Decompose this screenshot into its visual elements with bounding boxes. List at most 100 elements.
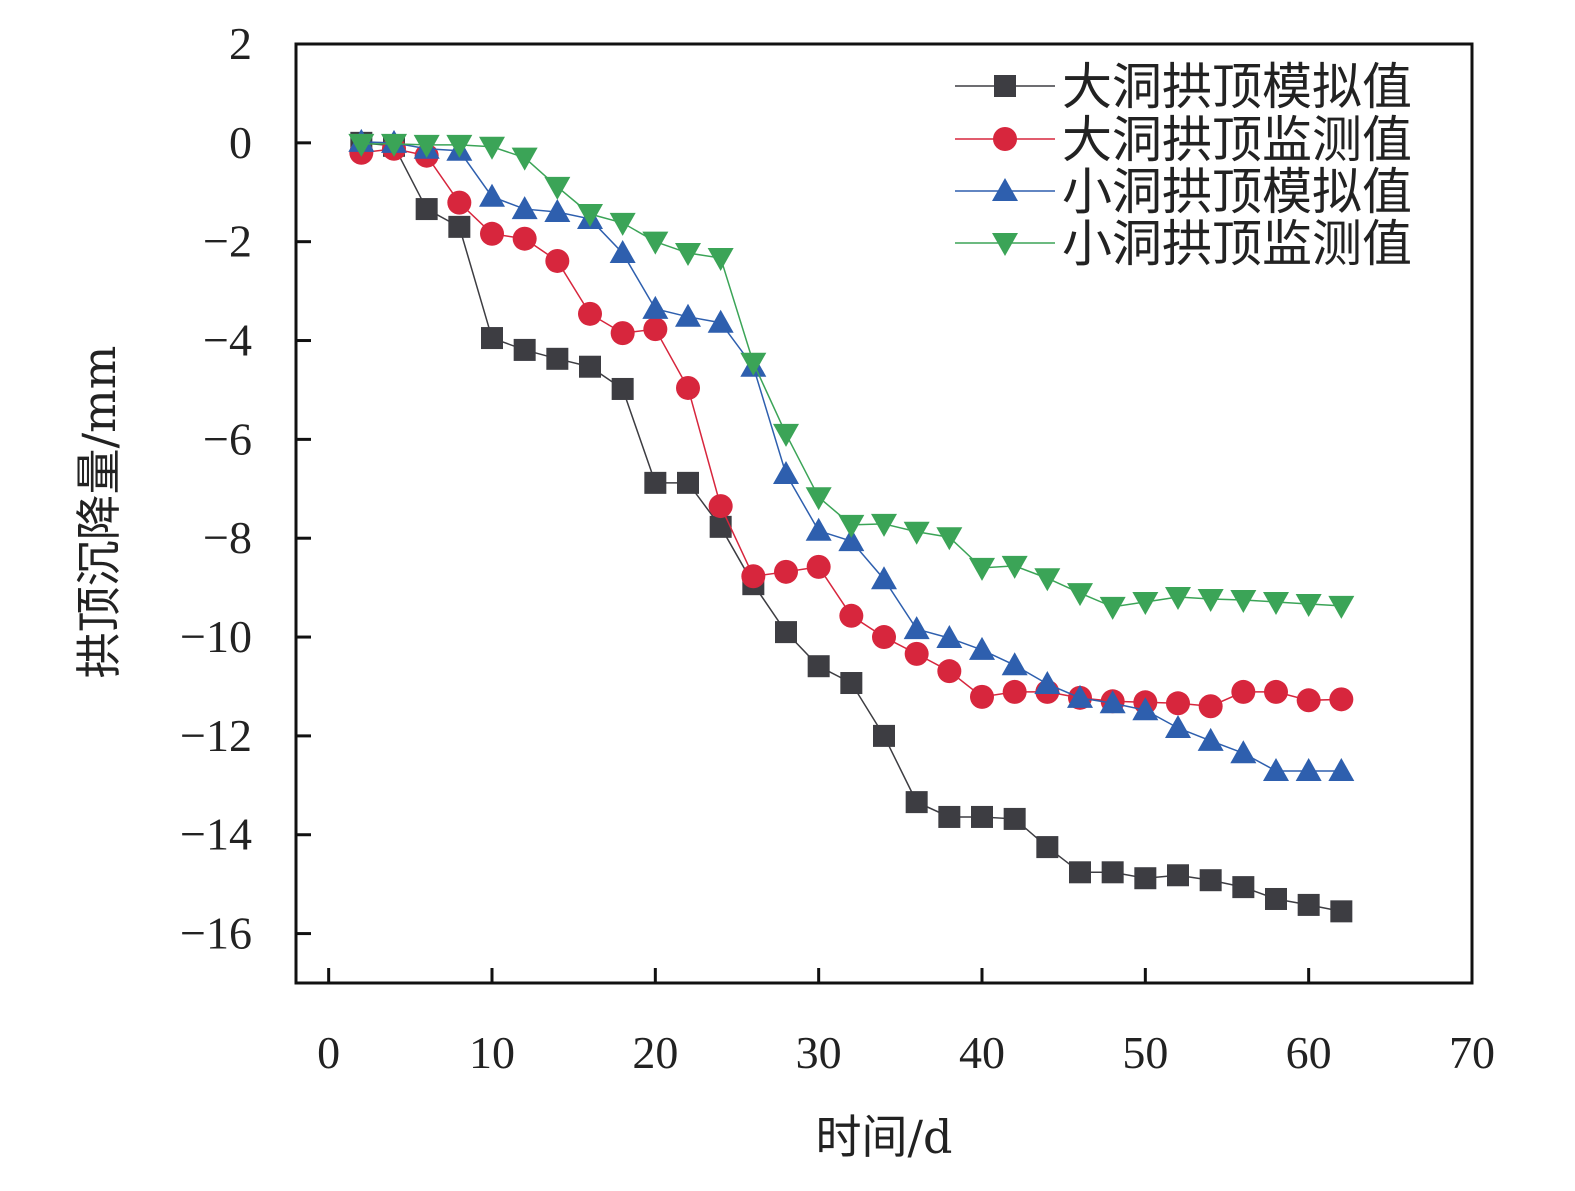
- data-point: [1230, 740, 1257, 764]
- data-point: [381, 133, 407, 157]
- y-tick-label: −10: [180, 611, 252, 662]
- series-2: [348, 128, 1355, 781]
- data-point: [675, 243, 701, 267]
- legend-item: 大洞拱顶监测值: [955, 111, 1412, 169]
- data-point: [905, 791, 928, 814]
- data-point: [1003, 807, 1026, 830]
- x-tick-label: 50: [1122, 1027, 1168, 1078]
- data-point: [1295, 593, 1322, 617]
- data-point: [1067, 583, 1093, 607]
- data-point: [839, 603, 864, 628]
- data-point: [1328, 757, 1355, 781]
- data-point: [1069, 861, 1091, 884]
- data-point: [480, 221, 504, 246]
- x-tick-label: 0: [317, 1027, 340, 1078]
- data-point: [1231, 679, 1256, 704]
- y-tick-label: −6: [203, 413, 252, 464]
- data-point: [611, 377, 634, 400]
- data-point: [413, 134, 440, 158]
- data-point: [775, 621, 797, 644]
- data-point: [1297, 893, 1320, 916]
- data-point: [807, 655, 830, 678]
- legend-item: 小洞拱顶模拟值: [955, 163, 1412, 221]
- y-tick-label: 2: [229, 18, 252, 69]
- data-point: [1328, 595, 1355, 619]
- data-point: [644, 471, 667, 494]
- legend-label: 小洞拱顶模拟值: [1062, 163, 1412, 221]
- legend-label: 小洞拱顶监测值: [1062, 215, 1412, 273]
- x-tick-label: 20: [632, 1027, 678, 1078]
- data-point: [1034, 671, 1061, 695]
- y-tick-label: −4: [203, 315, 252, 366]
- data-point: [838, 514, 865, 538]
- data-point: [577, 204, 603, 228]
- data-point: [610, 321, 635, 346]
- data-point: [871, 513, 897, 537]
- data-point: [969, 557, 995, 581]
- data-point: [479, 136, 505, 160]
- legend-marker: [992, 178, 1018, 201]
- data-point: [1099, 596, 1126, 620]
- data-point: [1067, 684, 1093, 708]
- data-point: [971, 805, 993, 828]
- data-point: [446, 134, 473, 158]
- plot-frame: [294, 42, 1474, 985]
- legend-marker: [994, 75, 1016, 97]
- legend-label: 大洞拱顶监测值: [1062, 111, 1412, 169]
- data-point: [938, 805, 961, 828]
- data-point: [936, 527, 963, 551]
- data-point: [579, 355, 601, 378]
- data-point: [675, 303, 701, 327]
- data-point: [512, 226, 537, 251]
- x-axis-title: 时间/d: [816, 1110, 953, 1164]
- data-point: [1099, 690, 1126, 714]
- data-point: [904, 641, 929, 666]
- data-point: [1002, 679, 1027, 704]
- data-point: [448, 215, 471, 238]
- data-point: [643, 317, 668, 342]
- data-point: [348, 133, 375, 157]
- data-point: [740, 352, 767, 376]
- data-point: [937, 659, 962, 684]
- data-point: [1263, 591, 1289, 615]
- data-point: [545, 248, 570, 273]
- x-tick-label: 30: [796, 1027, 842, 1078]
- x-tick-label: 40: [959, 1027, 1005, 1078]
- data-point: [903, 521, 930, 545]
- data-point: [1232, 876, 1255, 899]
- data-point: [707, 247, 734, 271]
- data-point: [447, 190, 472, 215]
- data-point: [1330, 900, 1353, 923]
- x-tick-label: 10: [469, 1027, 515, 1078]
- y-tick-label: −8: [203, 512, 252, 563]
- data-point: [415, 198, 438, 221]
- data-point: [609, 212, 636, 236]
- data-point: [1132, 591, 1159, 615]
- data-point: [773, 423, 799, 447]
- data-point: [805, 517, 832, 541]
- data-point: [676, 375, 700, 400]
- data-point: [1001, 555, 1028, 579]
- data-point: [741, 564, 766, 589]
- data-point: [1230, 589, 1257, 613]
- legend-item: 小洞拱顶监测值: [955, 215, 1412, 273]
- data-point: [773, 460, 799, 484]
- data-point: [1036, 836, 1059, 859]
- data-point: [544, 176, 571, 200]
- legend-marker: [992, 233, 1018, 256]
- data-point: [642, 231, 669, 255]
- data-point: [774, 559, 798, 584]
- data-point: [1197, 588, 1224, 612]
- data-point: [1199, 869, 1222, 892]
- data-point: [1132, 697, 1159, 721]
- series-3: [348, 133, 1355, 620]
- y-tick-label: −16: [180, 908, 252, 959]
- data-point: [1165, 587, 1191, 611]
- data-point: [709, 515, 732, 538]
- data-point: [1001, 652, 1028, 676]
- data-point: [677, 471, 699, 494]
- data-point: [1263, 757, 1289, 781]
- data-point: [805, 487, 832, 511]
